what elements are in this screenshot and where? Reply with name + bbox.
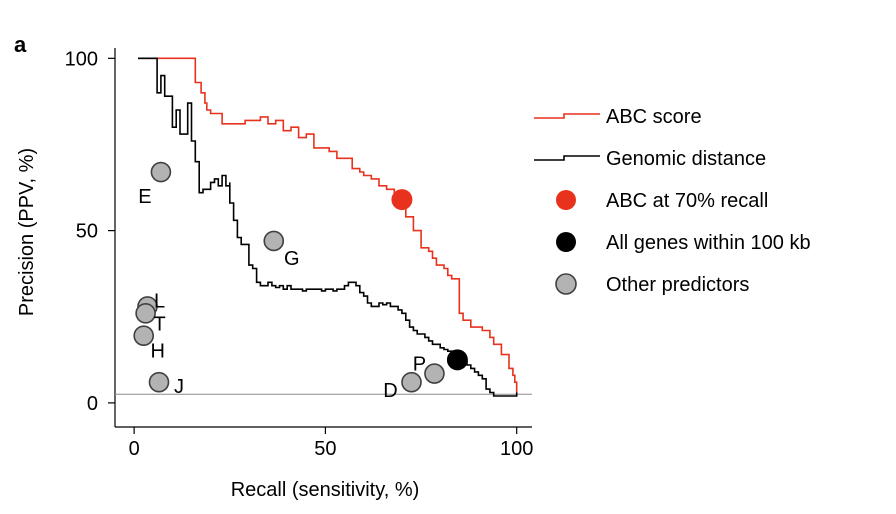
- legend-swatch-dot: [556, 232, 576, 252]
- series-line-genomic-distance: [138, 57, 518, 397]
- legend-label: All genes within 100 kb: [606, 232, 811, 254]
- x-tick-label: 0: [129, 438, 140, 460]
- legend-label: ABC score: [606, 106, 702, 128]
- predictor-label-t: T: [153, 313, 165, 335]
- panel-label: a: [14, 32, 27, 57]
- legend-label: Genomic distance: [606, 148, 766, 170]
- predictor-point-h: [133, 325, 154, 346]
- x-tick-label: 50: [314, 438, 336, 460]
- predictor-label-j: J: [174, 376, 184, 398]
- highlight-point-all-genes-within-100-kb: [446, 349, 468, 371]
- legend-swatch-line: [534, 155, 600, 161]
- predictor-point-d: [401, 371, 422, 393]
- series-layer: [138, 57, 518, 397]
- predictor-label-e: E: [138, 186, 151, 208]
- predictor-point-g: [263, 230, 285, 252]
- predictor-label-g: G: [284, 248, 300, 270]
- legend-label: ABC at 70% recall: [606, 190, 768, 212]
- highlight-point-abc-at-70-recall: [391, 189, 413, 211]
- x-axis-label: Recall (sensitivity, %): [231, 479, 420, 501]
- y-tick-label: 50: [76, 221, 98, 243]
- predictor-label-l: L: [154, 290, 165, 312]
- x-tick-label: 100: [500, 438, 533, 460]
- legend-swatch-dot: [556, 190, 576, 210]
- predictor-point-j: [148, 371, 170, 393]
- predictor-label-p: P: [413, 354, 426, 376]
- legend-swatch-line: [534, 113, 600, 119]
- predictor-label-h: H: [150, 341, 164, 363]
- axes: 0 50 100 0 50 100: [65, 48, 533, 460]
- legend-swatch-dot: [555, 273, 577, 295]
- y-tick-label: 100: [65, 48, 98, 70]
- predictor-point-t: [135, 302, 156, 324]
- predictor-point-e: [150, 161, 172, 183]
- predictor-label-d: D: [383, 380, 397, 402]
- legend-label: Other predictors: [606, 274, 749, 296]
- y-axis-label: Precision (PPV, %): [16, 148, 38, 316]
- y-tick-label: 0: [87, 393, 98, 415]
- series-line-abc-score: [138, 57, 518, 393]
- predictor-point-p: [424, 363, 445, 384]
- legend: ABC score Genomic distance ABC at 70% reca…: [534, 106, 811, 296]
